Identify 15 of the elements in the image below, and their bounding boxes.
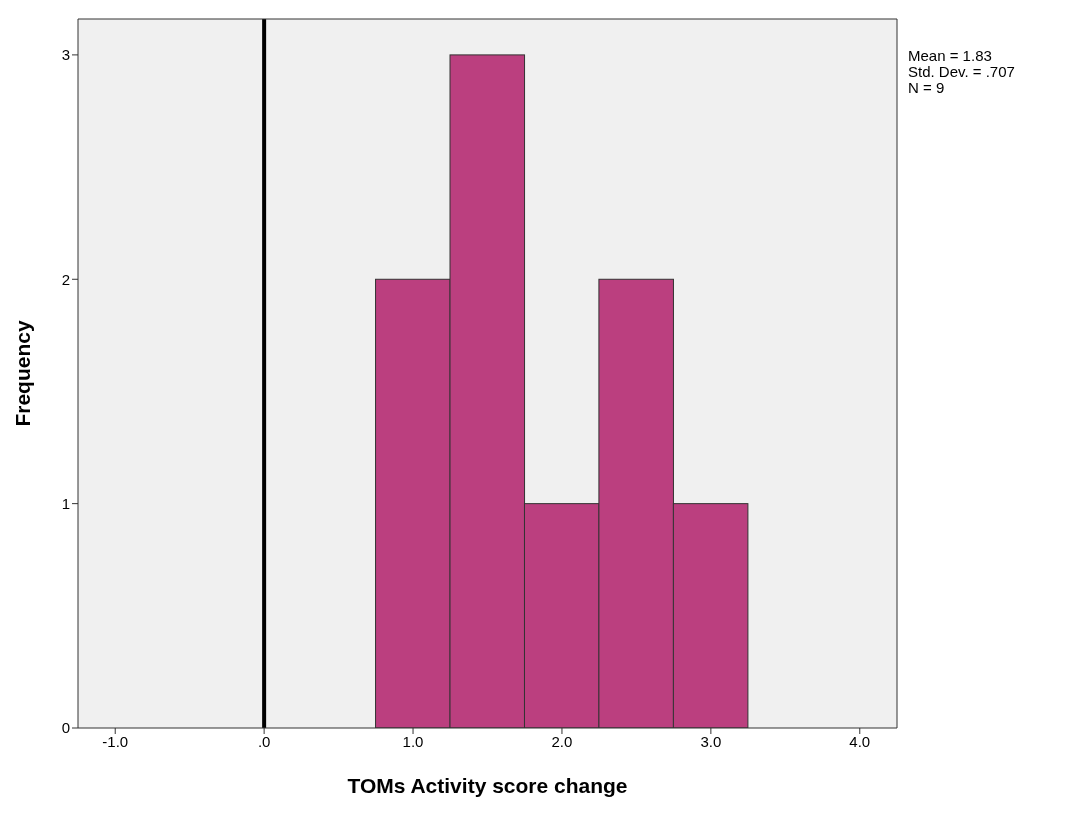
x-axis-title: TOMs Activity score change [347, 774, 628, 797]
y-tick-label: 3 [61, 46, 70, 64]
text: N = 9 [908, 79, 946, 96]
y-axis-title: Frequency [11, 320, 35, 427]
text: Mean = 1.83 [908, 47, 993, 64]
text: Std. Dev. = .707 [908, 63, 1015, 80]
y-tick-label: 2 [61, 270, 70, 288]
x-tick-label: 1.0 [402, 732, 424, 750]
y-tick-label: 0 [61, 719, 70, 737]
x-tick-label: -1.0 [102, 732, 129, 750]
y-tick-label: 1 [61, 494, 70, 512]
x-tick-label: .0 [257, 732, 271, 750]
x-tick-label: 3.0 [700, 732, 722, 750]
x-tick-label: 4.0 [849, 732, 871, 750]
x-tick-label: 2.0 [551, 732, 573, 750]
